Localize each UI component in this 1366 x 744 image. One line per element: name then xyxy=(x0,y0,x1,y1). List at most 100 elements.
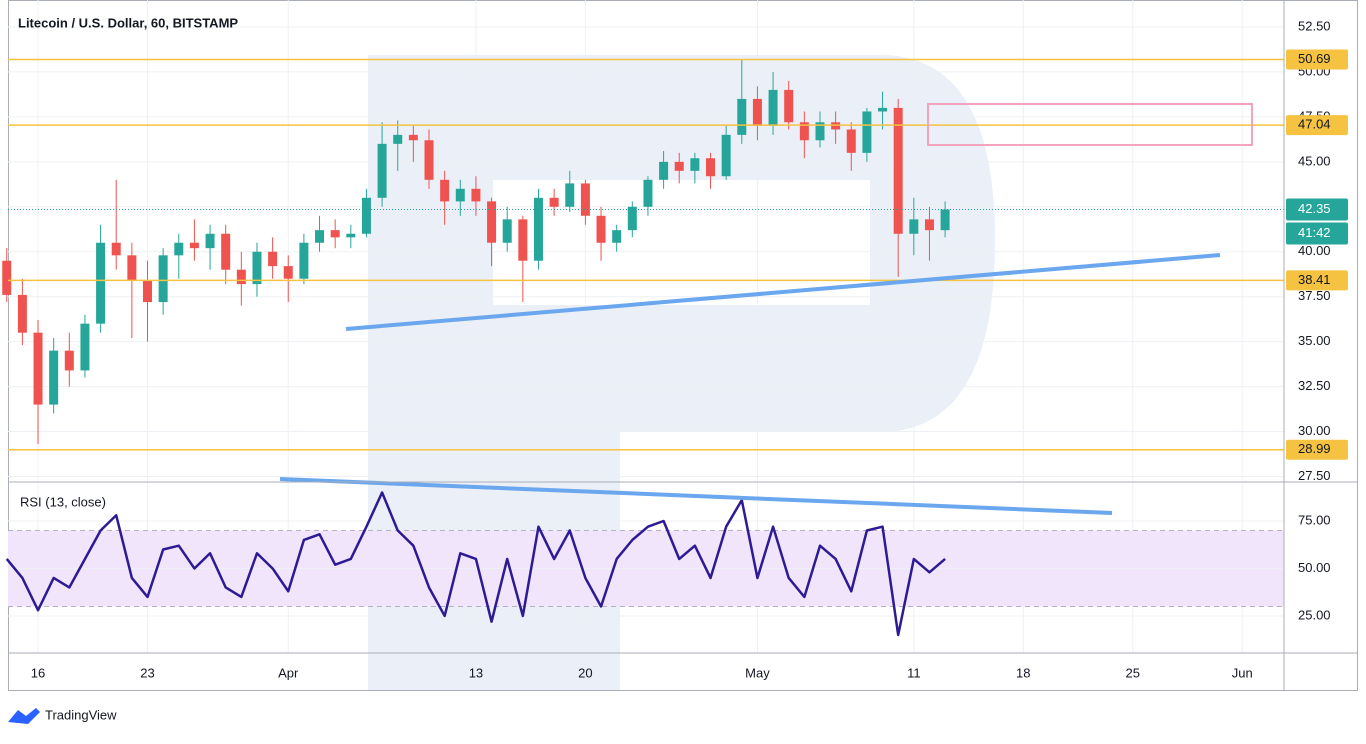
candle-body xyxy=(768,89,778,126)
level-label-box xyxy=(1286,270,1348,291)
x-tick-label: May xyxy=(745,665,770,680)
candle-body xyxy=(612,230,622,243)
candle-body xyxy=(924,219,934,231)
candle-body xyxy=(627,206,637,231)
target-zone xyxy=(927,103,1253,146)
candle-body xyxy=(752,98,762,126)
y-tick-label: 50.00 xyxy=(1298,560,1331,575)
candle-body xyxy=(2,260,12,295)
level-label: 47.04 xyxy=(1298,117,1331,132)
y-tick-label: 32.50 xyxy=(1298,378,1331,393)
y-tick-label: 75.00 xyxy=(1298,512,1331,527)
level-label-box xyxy=(1286,115,1348,136)
candle-body xyxy=(64,350,74,371)
candle-body xyxy=(815,122,825,141)
candle-body xyxy=(49,350,59,405)
brand: TradingView xyxy=(45,707,117,722)
x-tick-label: Jun xyxy=(1232,665,1253,680)
candle-body xyxy=(408,134,418,141)
candle-body xyxy=(862,111,872,153)
candle-body xyxy=(17,294,27,333)
y-tick-label: 45.00 xyxy=(1298,153,1331,168)
y-tick-label: 40.00 xyxy=(1298,243,1331,258)
candle-body xyxy=(252,251,262,285)
candle-body xyxy=(518,219,528,261)
candle-body xyxy=(96,242,106,324)
candle-body xyxy=(706,158,716,177)
candle-body xyxy=(174,242,184,256)
candle-body xyxy=(33,332,43,405)
x-tick-label: 11 xyxy=(907,665,921,680)
candle-body xyxy=(221,233,231,270)
level-label: 28.99 xyxy=(1298,441,1331,456)
candle-body xyxy=(205,233,215,249)
grid xyxy=(8,0,1284,653)
countdown-label: 41:42 xyxy=(1298,225,1331,240)
candle-body xyxy=(690,158,700,171)
last-price-label: 42.35 xyxy=(1298,201,1331,216)
candle-body xyxy=(549,197,559,207)
candle-body xyxy=(127,255,137,281)
candle-body xyxy=(189,242,199,249)
y-tick-label: 37.50 xyxy=(1298,288,1331,303)
candle-body xyxy=(361,197,371,234)
rsi-line xyxy=(5,491,946,637)
candle-body xyxy=(315,230,325,243)
candle-body xyxy=(580,183,590,216)
x-tick-label: Apr xyxy=(278,665,299,680)
candle-body xyxy=(533,197,543,261)
candle-body xyxy=(596,215,606,243)
candle-body xyxy=(471,188,481,202)
candle-body xyxy=(878,107,888,112)
candle-body xyxy=(236,269,246,285)
x-tick-label: 13 xyxy=(469,665,483,680)
candle-body xyxy=(268,251,278,267)
candle-body xyxy=(283,266,293,279)
candle-body xyxy=(455,188,465,202)
x-tick-label: 25 xyxy=(1126,665,1140,680)
candle-body xyxy=(909,219,919,234)
y-tick-label: 25.00 xyxy=(1298,607,1331,622)
x-tick-label: 23 xyxy=(140,665,154,680)
level-label: 38.41 xyxy=(1298,272,1331,287)
candle-body xyxy=(440,179,450,202)
candle-body xyxy=(940,209,950,231)
x-tick-label: 18 xyxy=(1016,665,1030,680)
candle-body xyxy=(158,255,168,303)
candle-body xyxy=(143,280,153,303)
candle-body xyxy=(80,323,90,371)
rsi-title: RSI (13, close) xyxy=(20,494,106,509)
plot xyxy=(2,58,1284,637)
logo-icon xyxy=(8,708,40,724)
candle-body xyxy=(659,161,669,180)
level-label-box xyxy=(1286,49,1348,70)
candle-body xyxy=(846,129,856,153)
level-label: 50.69 xyxy=(1298,51,1331,66)
level-label-box xyxy=(1286,439,1348,460)
candle-body xyxy=(502,219,512,243)
y-tick-label: 52.50 xyxy=(1298,18,1331,33)
candle-body xyxy=(643,179,653,207)
candle-body xyxy=(784,89,794,123)
candle-body xyxy=(393,134,403,144)
y-tick-label: 30.00 xyxy=(1298,423,1331,438)
candle-body xyxy=(424,140,434,180)
rsi-trend-line xyxy=(279,477,1113,515)
candle-body xyxy=(487,201,497,243)
x-tick-label: 20 xyxy=(578,665,592,680)
candle-body xyxy=(737,98,747,135)
candle-body xyxy=(893,107,903,234)
candle-body xyxy=(674,161,684,171)
chart-title: Litecoin / U.S. Dollar, 60, BITSTAMP xyxy=(18,15,238,30)
brand-logo: TradingView xyxy=(8,707,117,724)
candle-body xyxy=(799,122,809,141)
trend-line xyxy=(345,253,1221,331)
candle-body xyxy=(346,233,356,238)
x-tick-label: 16 xyxy=(31,665,45,680)
candle-body xyxy=(111,242,121,256)
y-tick-label: 35.00 xyxy=(1298,333,1331,348)
candle-body xyxy=(330,230,340,238)
countdown-box xyxy=(1286,222,1348,245)
